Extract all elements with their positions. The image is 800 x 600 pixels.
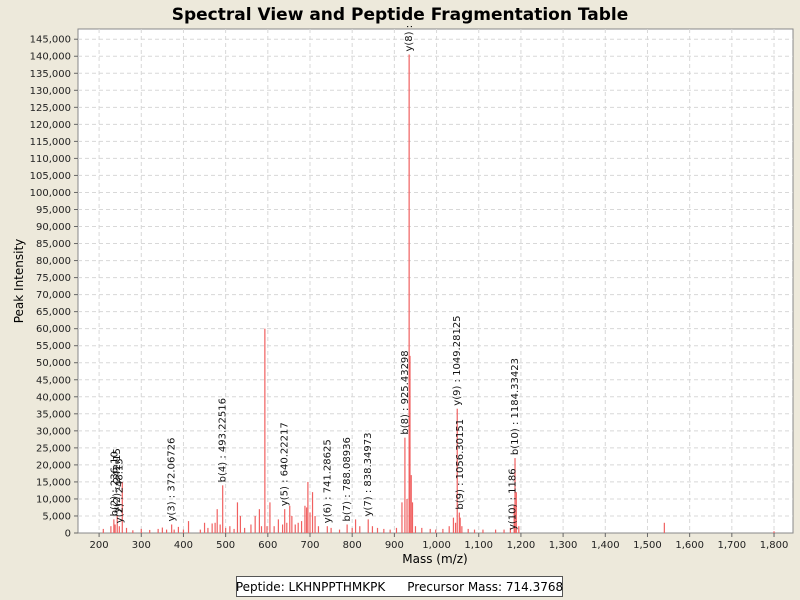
x-tick-label: 700 — [300, 540, 319, 551]
y-tick-label: 75,000 — [36, 273, 71, 284]
x-tick-label: 1,000 — [422, 540, 451, 551]
x-tick-label: 1,100 — [464, 540, 493, 551]
x-tick-label: 1,700 — [718, 540, 747, 551]
y-tick-label: 135,000 — [30, 69, 71, 80]
y-axis-label: Peak Intensity — [12, 239, 26, 324]
y-tick-label: 0 — [65, 529, 71, 540]
peak-annotation: y(9) : 1049.28125 — [452, 315, 463, 405]
y-tick-label: 5,000 — [42, 511, 71, 522]
x-tick-label: 400 — [174, 540, 193, 551]
peptide-label: Peptide: LKHNPPTHMKPK — [235, 579, 386, 594]
y-tick-label: 85,000 — [36, 239, 71, 250]
grid — [78, 29, 793, 533]
y-tick-label: 45,000 — [36, 375, 71, 386]
x-tick-label: 300 — [132, 540, 151, 551]
y-tick-label: 130,000 — [30, 86, 71, 97]
peak-annotation: y(6) : 741.28625 — [322, 439, 333, 523]
y-tick-label: 80,000 — [36, 256, 71, 267]
y-tick-label: 25,000 — [36, 443, 71, 454]
y-tick-label: 90,000 — [36, 222, 71, 233]
x-tick-label: 200 — [90, 540, 109, 551]
y-tick-label: 120,000 — [30, 120, 71, 131]
peak-annotation: y(10) : 1186 — [507, 468, 518, 530]
peak-bars — [102, 54, 775, 533]
y-tick-label: 125,000 — [30, 103, 71, 114]
y-tick-label: 115,000 — [30, 137, 71, 148]
y-tick-label: 20,000 — [36, 460, 71, 471]
peak-annotation: y(2) : 242.15 — [112, 448, 123, 513]
peak-annotation: b(9) : 1056.30151 — [455, 419, 466, 510]
x-tick-label: 1,600 — [675, 540, 704, 551]
peak-annotation: b(4) : 493.22516 — [218, 398, 229, 482]
y-tick-label: 140,000 — [30, 52, 71, 63]
x-tick-label: 800 — [343, 540, 362, 551]
x-tick-label: 1,200 — [507, 540, 536, 551]
y-tick-label: 50,000 — [36, 358, 71, 369]
y-tick-label: 30,000 — [36, 426, 71, 437]
peak-annotation: b(10) : 1184.33423 — [510, 358, 521, 455]
y-tick-label: 105,000 — [30, 171, 71, 182]
x-tick-label: 1,300 — [549, 540, 578, 551]
y-tick-label: 60,000 — [36, 324, 71, 335]
peptide-legend: Peptide: LKHNPPTHMKPK Precursor Mass: 71… — [236, 576, 563, 597]
y-tick-label: 40,000 — [36, 392, 71, 403]
precursor-mass-label: Precursor Mass: 714.3768 — [407, 579, 564, 594]
y-tick-label: 110,000 — [30, 154, 71, 165]
x-tick-label: 1,500 — [633, 540, 662, 551]
peak-annotation: b(7) : 788.08936 — [342, 437, 353, 521]
y-axis-ticks: 0 5,000 10,000 15,000 20,000 25,000 30,000 35,0… — [30, 35, 78, 540]
peak-annotation: y(3) : 372.06726 — [167, 438, 178, 522]
chart-title: Spectral View and Peptide Fragmentation … — [172, 5, 629, 25]
y-tick-label: 35,000 — [36, 409, 71, 420]
y-tick-label: 10,000 — [36, 494, 71, 505]
x-axis-ticks: 200 300 400 500 600 700 800 900 1,000 1,100 1,200 1… — [90, 533, 789, 551]
y-tick-label: 15,000 — [36, 477, 71, 488]
y-tick-label: 70,000 — [36, 290, 71, 301]
x-tick-label: 900 — [385, 540, 404, 551]
peak-annotations: b(2) : 236.10y(2) : 242.15y(2) : 248.15 y… — [109, 25, 521, 530]
y-tick-label: 145,000 — [30, 35, 71, 46]
plot-area — [77, 28, 794, 534]
x-tick-label: 600 — [258, 540, 277, 551]
peak-annotation: y(5) : 640.22217 — [280, 422, 291, 506]
y-tick-label: 95,000 — [36, 205, 71, 216]
y-tick-label: 55,000 — [36, 341, 71, 352]
peak-annotation: b(2) : 236.10 — [109, 451, 120, 516]
peak-annotation: y(2) : 248.15 — [114, 458, 125, 523]
x-tick-label: 1,800 — [760, 540, 789, 551]
x-axis-label: Mass (m/z) — [402, 552, 467, 566]
x-tick-label: 500 — [216, 540, 235, 551]
y-tick-label: 65,000 — [36, 307, 71, 318]
x-tick-label: 1,400 — [591, 540, 620, 551]
peak-annotation: y(7) : 838.34973 — [363, 432, 374, 516]
peak-annotation: b(8) : 925.43298 — [400, 350, 411, 434]
peak-annotation: y(8) : — [404, 25, 415, 52]
y-tick-label: 100,000 — [30, 188, 71, 199]
